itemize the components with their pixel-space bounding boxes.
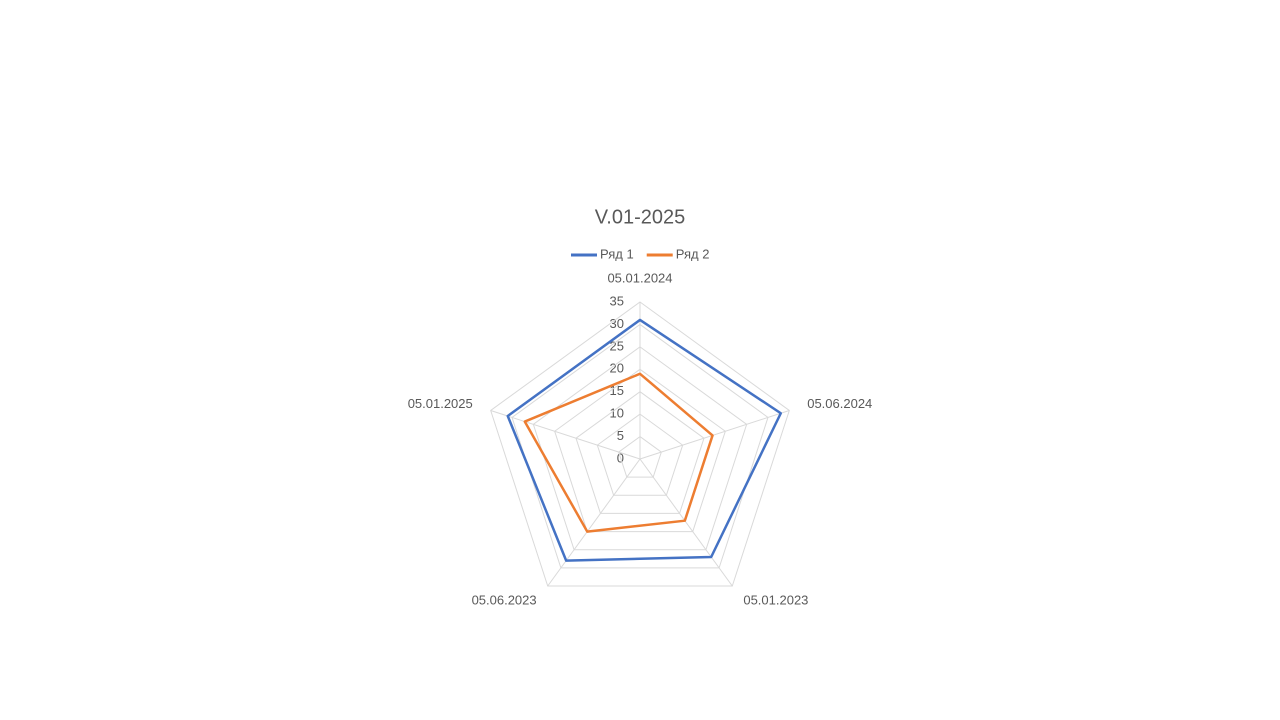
r-tick-label: 20 [610,361,624,376]
category-label: 05.06.2024 [807,396,872,411]
spoke [639,410,790,460]
grid-ring [575,391,705,514]
series-line [506,318,783,562]
grid-ring [490,301,790,587]
legend-label: Ряд 2 [676,246,710,261]
r-tick-label: 5 [617,428,624,443]
series-line [523,372,714,533]
r-tick-label: 25 [610,338,624,353]
category-label: 05.01.2024 [607,271,672,286]
chart-title: V.01-2025 [595,206,685,228]
grid-ring [618,435,662,478]
r-tick-label: 15 [610,383,624,398]
spoke [639,458,733,587]
legend-label: Ряд 1 [600,246,634,261]
spoke [490,410,641,460]
grid-ring [511,323,769,569]
grid-ring [596,413,684,496]
r-tick-label: 35 [610,293,624,308]
category-label: 05.01.2025 [408,396,473,411]
category-label: 05.06.2023 [472,593,537,608]
r-tick-label: 10 [610,406,624,421]
grid-ring [554,368,726,533]
r-tick-label: 30 [610,316,624,331]
category-label: 05.01.2023 [743,593,808,608]
spoke [547,458,641,587]
